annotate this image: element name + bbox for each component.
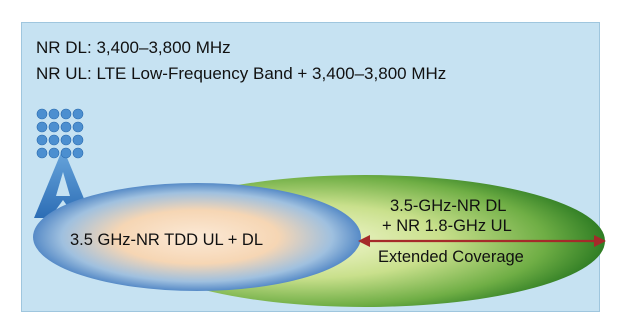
- core-coverage-zone: [33, 183, 361, 291]
- nr-dl-band-label: NR DL: 3,400–3,800 MHz: [36, 38, 231, 57]
- core-coverage-label: 3.5 GHz-NR TDD UL + DL: [70, 231, 264, 249]
- antenna-array-icon: [36, 108, 84, 159]
- extended-zone-label-line1: 3.5-GHz-NR DL: [390, 197, 507, 215]
- extended-coverage-label: Extended Coverage: [378, 248, 524, 266]
- double-arrow-icon: [358, 235, 606, 247]
- nr-ul-band-label: NR UL: LTE Low-Frequency Band + 3,400–3,…: [36, 64, 447, 83]
- extended-zone-label-line2: + NR 1.8-GHz UL: [382, 217, 512, 235]
